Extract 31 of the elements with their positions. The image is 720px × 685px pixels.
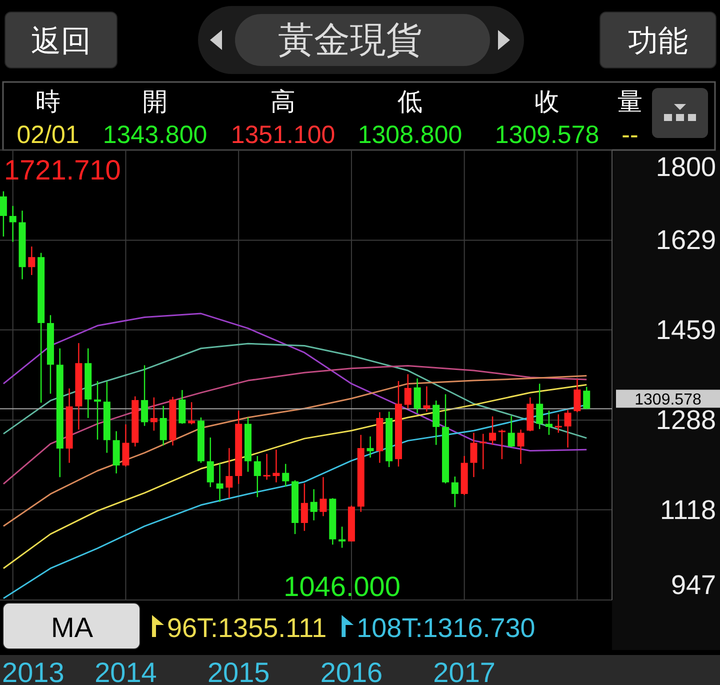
- x-tick-label: 2013: [2, 657, 64, 685]
- annotation: 1721.710: [4, 154, 121, 186]
- x-tick-label: 2014: [94, 657, 157, 685]
- y-tick-label: 1800: [656, 152, 716, 182]
- y-tick-label: 1459: [656, 314, 716, 345]
- text: 02/01: [16, 121, 80, 149]
- text: 1351.100: [230, 121, 336, 149]
- y-tick-label: 1118: [660, 494, 716, 525]
- text: 功能: [628, 25, 688, 58]
- title-control: 黃金現貨: [198, 6, 524, 74]
- text: 返回: [31, 25, 91, 58]
- text: 1308.800: [358, 121, 462, 149]
- text: 高: [270, 88, 296, 116]
- legend-label: 96T:1355.111: [167, 613, 327, 643]
- text: 1309.578: [494, 121, 600, 149]
- text: 時: [36, 88, 60, 116]
- y-tick-label: 1629: [656, 225, 716, 256]
- x-tick-label: 2016: [320, 657, 383, 685]
- legend-label: 108T:1316.730: [356, 613, 536, 643]
- text: 1343.800: [102, 121, 208, 149]
- text: MA: [51, 612, 94, 643]
- text: 低: [398, 88, 422, 116]
- text: 收: [534, 88, 560, 116]
- text: --: [622, 121, 638, 149]
- text: 開: [142, 88, 168, 116]
- y-tick-label: 947: [670, 570, 716, 600]
- annotation: 1046.000: [284, 570, 400, 602]
- chart-title: 黃金現貨: [278, 19, 422, 60]
- text: 量: [618, 88, 642, 116]
- x-tick-label: 2017: [433, 657, 496, 685]
- x-tick-label: 2015: [207, 657, 270, 685]
